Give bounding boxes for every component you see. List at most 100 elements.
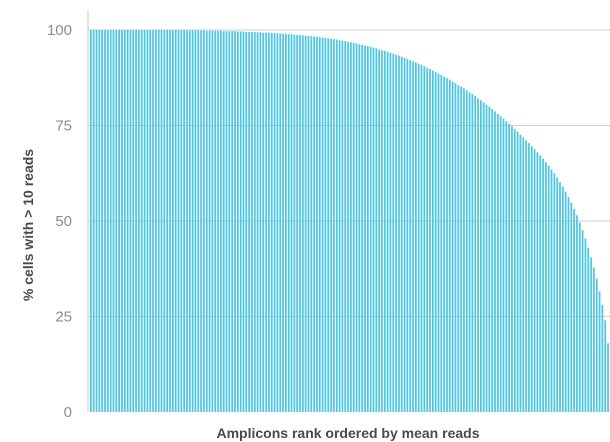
bar-62	[262, 32, 265, 413]
bar-42	[205, 30, 208, 412]
bar-64	[268, 32, 270, 413]
bar-69	[282, 33, 284, 412]
bar-150	[511, 126, 513, 412]
bar-118	[420, 65, 423, 412]
bar-147	[502, 118, 505, 413]
bar-73	[293, 34, 296, 412]
bar-31	[174, 30, 177, 412]
bar-80	[313, 36, 316, 413]
bar-169	[564, 191, 567, 412]
bar-51	[231, 31, 234, 413]
bar-36	[188, 30, 191, 412]
bar-8	[109, 30, 112, 412]
y-tick-label: 50	[55, 213, 72, 230]
bar-160	[539, 155, 542, 413]
bar-145	[496, 114, 499, 412]
y-tick-labels: 0 25 50 75 100	[47, 22, 72, 421]
bar-78	[307, 35, 310, 412]
bar-144	[494, 111, 496, 413]
bar-59	[253, 31, 256, 412]
bar-178	[590, 257, 592, 412]
bar-162	[545, 162, 547, 412]
bar-171	[570, 202, 573, 412]
bar-87	[333, 39, 335, 413]
bar-46	[217, 30, 219, 412]
bar-61	[259, 32, 262, 412]
bar-167	[559, 182, 561, 412]
bar-15	[129, 30, 132, 412]
bar-123	[434, 72, 437, 413]
bar-108	[392, 53, 395, 413]
bar-91	[344, 41, 347, 412]
bar-166	[556, 177, 559, 412]
bar-6	[104, 30, 106, 412]
bar-89	[338, 40, 341, 413]
bar-23	[152, 30, 154, 412]
bar-142	[488, 106, 491, 412]
bar-44	[211, 30, 214, 412]
bar-30	[171, 30, 174, 412]
bar-103	[378, 49, 381, 412]
bar-132	[460, 86, 462, 412]
bar-18	[138, 30, 140, 412]
bar-159	[536, 152, 539, 413]
bar-2	[92, 30, 95, 412]
bar-66	[273, 33, 276, 413]
bar-181	[598, 291, 601, 412]
bar-49	[225, 31, 228, 413]
bar-56	[245, 31, 248, 412]
bar-43	[208, 30, 211, 412]
bar-138	[477, 98, 479, 412]
bar-141	[485, 104, 488, 413]
bar-9	[112, 30, 115, 412]
bar-96	[358, 44, 361, 412]
bar-126	[443, 76, 446, 412]
bar-1	[90, 30, 92, 412]
bar-161	[542, 158, 544, 412]
bar-113	[406, 59, 409, 412]
bar-105	[383, 51, 386, 412]
bar-17	[135, 30, 137, 412]
bar-116	[415, 62, 417, 412]
bar-115	[412, 61, 414, 412]
bar-168	[561, 186, 564, 412]
bar-107	[389, 52, 392, 413]
bar-58	[251, 31, 253, 412]
bar-155	[525, 140, 527, 412]
bar-55	[242, 31, 245, 413]
bar-163	[547, 165, 550, 412]
bar-137	[474, 96, 477, 412]
bar-71	[287, 34, 290, 412]
bar-53	[236, 31, 239, 413]
bar-157	[530, 146, 533, 412]
bar-110	[398, 55, 400, 413]
bar-50	[228, 31, 231, 413]
bar-3	[95, 30, 98, 412]
bar-4	[98, 30, 101, 412]
bar-97	[361, 44, 364, 413]
bars	[90, 30, 609, 413]
bar-32	[177, 30, 180, 412]
bar-120	[426, 67, 429, 412]
bar-109	[395, 54, 397, 412]
bar-156	[528, 143, 530, 412]
bar-14	[126, 30, 129, 412]
bar-101	[372, 47, 375, 412]
bar-174	[578, 222, 581, 412]
bar-135	[468, 92, 471, 413]
bar-25	[157, 30, 160, 412]
x-axis-title: Amplicons rank ordered by mean reads	[217, 425, 480, 441]
bar-133	[463, 88, 465, 412]
bar-102	[375, 48, 378, 413]
bar-65	[270, 33, 273, 413]
bar-29	[169, 30, 171, 412]
bar-111	[400, 56, 403, 413]
bar-170	[567, 196, 570, 412]
bar-151	[513, 128, 516, 412]
bar-83	[321, 37, 324, 412]
bar-81	[316, 36, 318, 412]
bar-146	[499, 116, 502, 412]
bar-125	[440, 75, 443, 412]
bar-20	[143, 30, 146, 412]
